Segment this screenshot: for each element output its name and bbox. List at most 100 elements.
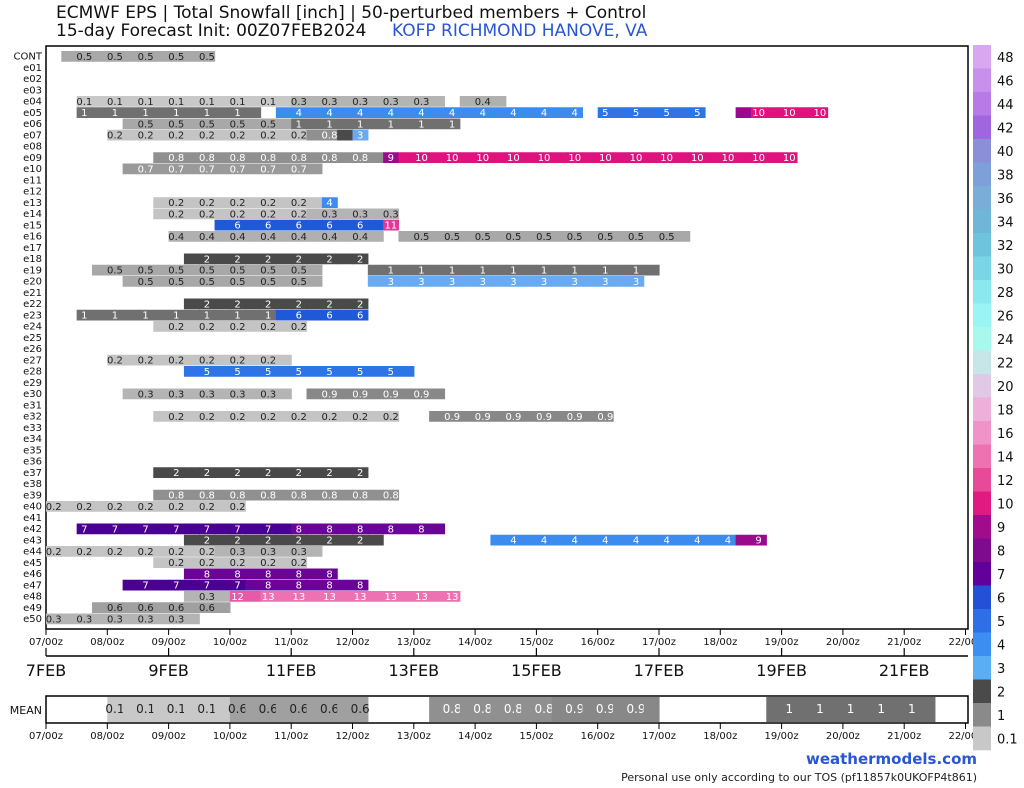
member-cell (107, 523, 124, 535)
member-value: 4 (357, 108, 363, 119)
member-cell (367, 276, 384, 287)
member-value: 8 (326, 569, 332, 580)
member-label: e03 (23, 85, 42, 96)
member-cell (291, 534, 308, 546)
member-value: 0.6 (138, 603, 154, 614)
member-cell (153, 276, 170, 287)
member-cell (383, 411, 400, 422)
member-cell (613, 534, 629, 546)
mean-cell (321, 697, 338, 722)
colorbar-swatch (973, 679, 991, 704)
member-cell (505, 264, 522, 276)
member-cell (521, 276, 537, 287)
member-cell (260, 321, 277, 332)
mean-cell (888, 697, 905, 722)
member-value: 0.2 (138, 356, 154, 367)
member-cell (628, 534, 645, 546)
member-cell (291, 197, 308, 208)
member-label: e26 (23, 344, 42, 355)
member-cell (291, 546, 308, 557)
member-cell (153, 208, 170, 220)
member-cell (337, 591, 354, 602)
mean-value: 1 (877, 702, 885, 716)
member-cell (291, 467, 308, 478)
member-value: 0.5 (199, 266, 215, 277)
colorbar-label: 44 (997, 98, 1014, 113)
member-value: 0.1 (168, 97, 184, 108)
member-value: 0.4 (475, 97, 491, 108)
member-label: e11 (23, 175, 42, 186)
colorbar-label: 7 (997, 568, 1005, 583)
member-value: 0.2 (260, 198, 276, 209)
member-value: 7 (142, 524, 148, 535)
member-cell (291, 557, 308, 568)
member-cell (306, 546, 323, 557)
member-value: 5 (234, 367, 240, 378)
date-label: 21FEB (879, 661, 930, 680)
member-cell (321, 231, 338, 242)
member-cell (76, 51, 93, 62)
member-label: CONT (14, 52, 43, 63)
member-cell (291, 96, 308, 107)
member-row: 0.5 0.5 0.5 0.5 0.5 0.5 3 3 3 3 3 3 3 3 3 (122, 276, 645, 288)
x-tick-label: 14/00z (458, 731, 492, 742)
member-cell (536, 107, 553, 118)
member-cell (229, 96, 246, 107)
member-cell (153, 152, 170, 163)
member-cell (413, 276, 430, 287)
member-cell (76, 546, 93, 557)
member-cell (689, 534, 706, 546)
member-label: e36 (23, 457, 42, 468)
member-value: 0.2 (291, 412, 307, 423)
member-label: e13 (23, 198, 42, 209)
member-cell (260, 546, 277, 557)
member-cell (183, 366, 200, 377)
x-tick-label: 17/00z (642, 731, 676, 742)
member-cell (291, 152, 308, 163)
member-cell (137, 546, 154, 557)
brand-link[interactable]: weathermodels.com (805, 750, 977, 768)
member-value: 0.5 (168, 119, 184, 130)
member-value: 0.5 (628, 232, 644, 243)
member-cell (413, 118, 430, 130)
member-cell (168, 523, 185, 535)
member-cell (521, 411, 537, 422)
member-cell (229, 546, 246, 557)
member-value: 0.8 (199, 491, 215, 502)
member-cell (122, 309, 139, 321)
member-value: 8 (388, 524, 394, 535)
member-value: 0.1 (138, 97, 154, 108)
member-label: e07 (23, 130, 42, 141)
mean-value: 0.9 (596, 702, 615, 716)
member-value: 0.8 (352, 153, 368, 164)
x-tick-label: 22/00z (948, 731, 982, 742)
member-cell (275, 534, 292, 546)
member-cell (245, 107, 262, 118)
colorbar-swatch (973, 538, 991, 563)
member-value: 3 (572, 277, 578, 288)
mean-value: 0.8 (473, 702, 492, 716)
colorbar-label: 8 (997, 545, 1005, 560)
member-cell (291, 163, 308, 175)
member-cell (429, 411, 446, 422)
member-cell (306, 467, 323, 478)
chart-subtitle: 15-day Forecast Init: 00Z07FEB2024 (56, 21, 367, 41)
member-label: e40 (23, 502, 42, 513)
member-cell (275, 298, 292, 310)
member-value: 1 (510, 266, 516, 277)
member-cell (260, 298, 277, 310)
colorbar-label: 32 (997, 239, 1014, 254)
member-value: 4 (326, 198, 332, 209)
member-cell (245, 591, 262, 602)
member-cell (245, 354, 262, 366)
member-cell (199, 523, 216, 535)
colorbar-swatch (973, 256, 991, 281)
colorbar-swatch (973, 162, 991, 187)
colorbar-swatch (973, 374, 991, 398)
x-tick-label: 07/00z (29, 731, 63, 742)
member-value: 1 (388, 119, 394, 130)
member-cell (337, 253, 354, 265)
member-cell (275, 276, 292, 287)
member-cell (245, 467, 262, 478)
member-value: 7 (265, 524, 271, 535)
